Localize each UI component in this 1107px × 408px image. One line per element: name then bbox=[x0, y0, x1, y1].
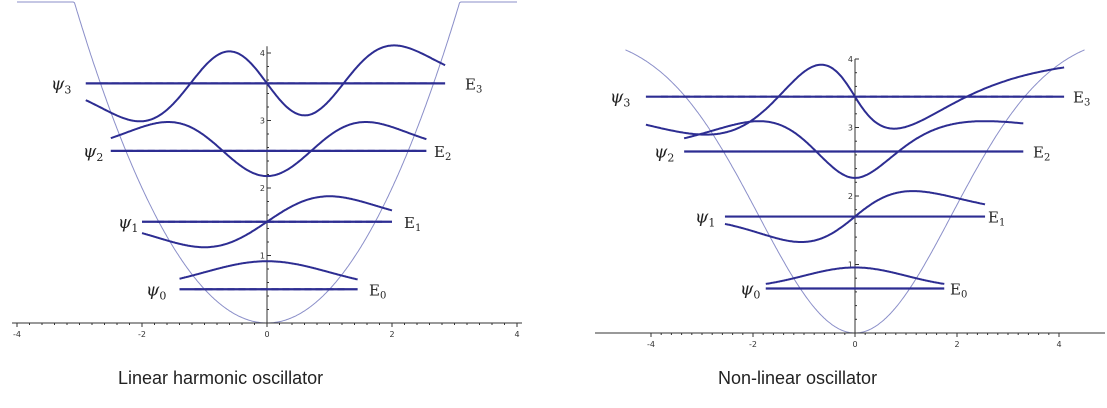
wavefunction-curve bbox=[85, 44, 446, 123]
y-tick-label: 1 bbox=[260, 252, 265, 261]
wavefunction-curve bbox=[724, 190, 986, 243]
psi-label-index: 1 bbox=[708, 217, 715, 230]
psi-label: ψ1 bbox=[118, 213, 138, 235]
energy-label: E3 bbox=[465, 75, 482, 95]
y-tick-label: 3 bbox=[260, 117, 265, 126]
x-tick-label: -2 bbox=[138, 330, 146, 339]
nonlinear-oscillator-plot: -4 -2 0 2 4 1 2 3 4 ψ0 E0 ψ1 E1 ψ2 E2 ψ3 E3 bbox=[595, 49, 1105, 349]
energy-label: E2 bbox=[1033, 143, 1050, 163]
energy-label-index: 1 bbox=[999, 218, 1005, 229]
wavefunction-curve bbox=[645, 63, 1065, 136]
energy-label-index: 0 bbox=[961, 289, 967, 300]
psi-label: ψ0 bbox=[146, 280, 166, 302]
x-tick-label: 2 bbox=[389, 330, 394, 339]
psi-label-index: 1 bbox=[131, 222, 138, 235]
caption-nonlinear-oscillator: Non-linear oscillator bbox=[718, 368, 878, 388]
psi-label: ψ1 bbox=[695, 208, 715, 230]
psi-label-index: 0 bbox=[753, 288, 760, 301]
energy-label-index: 0 bbox=[380, 290, 386, 301]
y-tick-label: 2 bbox=[260, 184, 265, 193]
energy-label-index: 3 bbox=[476, 84, 482, 95]
psi-label-index: 3 bbox=[623, 97, 630, 110]
psi-label: ψ0 bbox=[740, 279, 760, 301]
energy-label: E0 bbox=[369, 281, 386, 301]
x-tick-label: 4 bbox=[1056, 340, 1061, 349]
x-tick-label: -2 bbox=[749, 340, 757, 349]
wavefunction-curve bbox=[765, 266, 945, 285]
x-tick-label: 2 bbox=[954, 340, 959, 349]
x-tick-label: 0 bbox=[852, 340, 857, 349]
x-tick-label: -4 bbox=[647, 340, 655, 349]
energy-label-index: 2 bbox=[445, 152, 451, 163]
psi-label: ψ3 bbox=[51, 74, 71, 96]
energy-label: E3 bbox=[1073, 89, 1090, 109]
wavefunction-curve bbox=[110, 121, 427, 178]
energy-label: E1 bbox=[988, 209, 1005, 229]
energy-label-index: 2 bbox=[1044, 152, 1050, 163]
x-tick-label: -4 bbox=[13, 330, 21, 339]
energy-label: E1 bbox=[404, 214, 421, 234]
harmonic-oscillator-plot: -4 -2 0 2 4 1 2 3 4 ψ0 E0 ψ1 E1 ψ2 E2 ψ3 E3 bbox=[12, 1, 522, 339]
y-tick-label: 4 bbox=[848, 55, 853, 64]
wavefunction-curve bbox=[683, 120, 1024, 179]
energy-label: E0 bbox=[950, 280, 967, 300]
x-tick-label: 4 bbox=[514, 330, 519, 339]
psi-label-index: 3 bbox=[64, 83, 71, 96]
energy-label: E2 bbox=[434, 143, 451, 163]
y-tick-label: 3 bbox=[848, 124, 853, 133]
y-tick-label: 1 bbox=[848, 261, 853, 270]
x-tick-label: 0 bbox=[264, 330, 269, 339]
psi-label: ψ2 bbox=[654, 142, 674, 164]
psi-label: ψ2 bbox=[83, 142, 103, 164]
energy-label-index: 1 bbox=[415, 223, 421, 234]
psi-label-index: 2 bbox=[667, 151, 674, 164]
wavefunction-curve bbox=[141, 195, 393, 249]
psi-label-index: 0 bbox=[159, 289, 166, 302]
wavefunction-curve bbox=[179, 260, 358, 281]
energy-label-index: 3 bbox=[1084, 98, 1090, 109]
caption-linear-harmonic-oscillator: Linear harmonic oscillator bbox=[118, 368, 324, 388]
psi-label-index: 2 bbox=[96, 151, 103, 164]
y-tick-label: 2 bbox=[848, 192, 853, 201]
psi-label: ψ3 bbox=[610, 88, 630, 110]
y-tick-label: 4 bbox=[260, 49, 265, 58]
